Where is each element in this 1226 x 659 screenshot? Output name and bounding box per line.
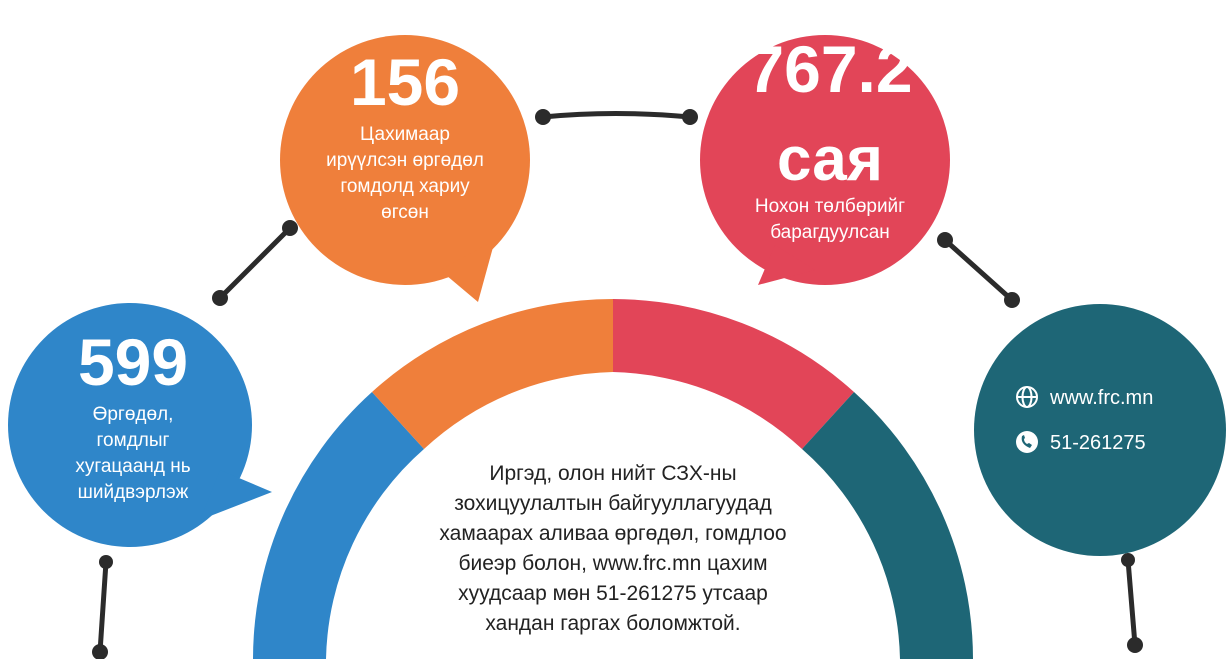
bubble-blue: 599 Өргөдөл, гомдлыг хугацаанд нь шийдвэ…	[8, 303, 272, 547]
bubble-text: Нохон төлбөрийг	[755, 196, 905, 217]
center-line: хандан гаргах боломжтой.	[485, 612, 740, 635]
center-text: Иргэд, олон нийт СЗХ-ны зохицуулалтын ба…	[439, 462, 786, 635]
website: www.frc.mn	[1049, 387, 1153, 409]
center-line: хамаарах аливаа өргөдөл, гомдлоо	[439, 522, 786, 545]
center-line: зохицуулалтын байгууллагуудад	[454, 492, 771, 515]
bubble-text: ирүүлсэн өргөдөл	[326, 150, 484, 171]
bubble-number: 156	[350, 45, 460, 119]
bubble-text: өгсөн	[381, 202, 429, 223]
bubble-text: гомдолд хариу	[340, 176, 470, 197]
bubble-red: 767.2 сая Нохон төлбөрийг барагдуулсан	[700, 32, 950, 285]
bubble-text: Өргөдөл,	[93, 404, 174, 425]
arc-orange	[372, 299, 613, 449]
bubble-text: шийдвэрлэж	[78, 482, 189, 503]
bubble-text: Цахимаар	[360, 124, 450, 145]
bubble-text: барагдуулсан	[770, 222, 890, 243]
bubble-teal: www.frc.mn 51-261275	[974, 304, 1226, 556]
center-line: биеэр болон, www.frc.mn цахим	[458, 552, 767, 575]
arc-blue	[253, 392, 424, 659]
arc-teal	[802, 392, 973, 659]
globe-icon	[1016, 386, 1038, 408]
center-line: Иргэд, олон нийт СЗХ-ны	[489, 462, 736, 485]
phone: 51-261275	[1050, 432, 1146, 454]
bubble-text: хугацаанд нь	[75, 456, 190, 477]
bubble-number: 767.2	[747, 32, 912, 106]
center-line: хуудсаар мөн 51-261275 утсаар	[458, 582, 768, 605]
phone-icon	[1016, 431, 1038, 453]
bubble-orange: 156 Цахимаар ирүүлсэн өргөдөл гомдолд ха…	[280, 35, 530, 302]
bubble-unit: сая	[777, 125, 883, 194]
arc-red	[613, 299, 854, 449]
arc	[253, 299, 973, 659]
connectors	[92, 109, 1143, 659]
bubble-number: 599	[78, 325, 188, 399]
bubble-text: гомдлыг	[97, 430, 170, 451]
